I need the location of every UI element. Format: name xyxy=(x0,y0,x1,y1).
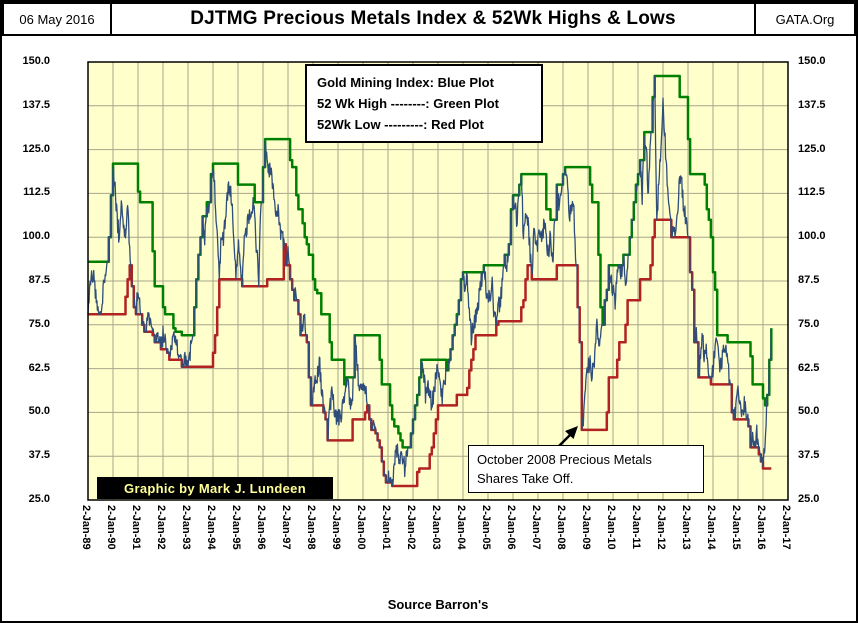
x-tick-label: 2-Jan-02 xyxy=(405,505,417,550)
x-tick-label: 2-Jan-99 xyxy=(330,505,342,550)
legend-line-high: 52 Wk High --------: Green Plot xyxy=(317,96,499,111)
y-tick-label: 75.0 xyxy=(28,317,50,330)
y-tick-label: 137.5 xyxy=(22,98,50,111)
date-label: 06 May 2016 xyxy=(2,2,112,36)
y-tick-label: 150.0 xyxy=(798,55,826,67)
x-tick-label: 2-Jan-91 xyxy=(130,505,142,550)
x-tick-label: 2-Jan-98 xyxy=(305,505,317,550)
y-tick-label: 125.0 xyxy=(22,142,50,155)
y-tick-label: 75.0 xyxy=(798,317,820,330)
x-tick-label: 2-Jan-03 xyxy=(430,505,442,550)
x-tick-label: 2-Jan-17 xyxy=(780,505,792,550)
annotation-arrow-head xyxy=(565,426,578,439)
y-tick-label: 87.5 xyxy=(798,274,820,286)
x-tick-label: 2-Jan-12 xyxy=(655,505,667,550)
x-tick-label: 2-Jan-01 xyxy=(380,505,392,550)
series-52wk-low xyxy=(88,218,772,488)
x-tick-label: 2-Jan-07 xyxy=(530,505,542,550)
legend-line-index: Gold Mining Index: Blue Plot xyxy=(317,75,494,90)
x-tick-label: 2-Jan-05 xyxy=(480,505,492,550)
y-tick-label: 37.5 xyxy=(28,449,50,462)
x-tick-label: 2-Jan-08 xyxy=(555,505,567,550)
x-tick-label: 2-Jan-15 xyxy=(730,505,742,550)
y-tick-label: 112.5 xyxy=(23,186,50,199)
series-gold-mining-index xyxy=(87,75,772,487)
x-tick-label: 2-Jan-90 xyxy=(105,505,117,550)
x-tick-label: 2-Jan-10 xyxy=(605,505,617,550)
series-52wk-high xyxy=(88,74,773,449)
x-tick-label: 2-Jan-93 xyxy=(180,505,192,550)
source-label: Source Barron's xyxy=(387,597,489,612)
x-tick-label: 2-Jan-00 xyxy=(355,505,367,550)
y-tick-label: 100.0 xyxy=(22,230,50,243)
y-tick-label: 37.5 xyxy=(798,449,820,462)
x-tick-label: 2-Jan-97 xyxy=(280,505,292,550)
credit-box: Graphic by Mark J. Lundeen xyxy=(97,477,333,499)
y-tick-label: 62.5 xyxy=(28,361,50,374)
x-tick-label: 2-Jan-11 xyxy=(630,505,642,550)
x-tick-label: 2-Jan-13 xyxy=(680,505,692,550)
x-tick-label: 2-Jan-09 xyxy=(580,505,592,550)
x-tick-label: 2-Jan-14 xyxy=(705,505,717,550)
y-tick-label: 100.0 xyxy=(798,230,826,243)
y-tick-label: 62.5 xyxy=(798,361,820,374)
y-tick-label: 87.5 xyxy=(28,274,50,286)
x-tick-label: 2-Jan-94 xyxy=(205,505,217,550)
x-tick-label: 2-Jan-04 xyxy=(455,505,467,550)
y-tick-label: 25.0 xyxy=(798,493,820,505)
y-tick-label: 50.0 xyxy=(798,405,820,418)
x-tick-label: 2-Jan-95 xyxy=(230,505,242,550)
x-tick-label: 2-Jan-06 xyxy=(505,505,517,550)
y-tick-label: 150.0 xyxy=(22,55,50,67)
legend-line-low: 52Wk Low ---------: Red Plot xyxy=(317,117,484,132)
x-tick-label: 2-Jan-92 xyxy=(155,505,167,550)
x-tick-label: 2-Jan-16 xyxy=(755,505,767,550)
y-tick-label: 50.0 xyxy=(28,405,50,418)
annotation-text-line2: Shares Take Off. xyxy=(477,471,574,486)
y-tick-label: 125.0 xyxy=(798,142,826,155)
page-title: DJTMG Precious Metals Index & 52Wk Highs… xyxy=(110,2,756,36)
annotation-box: October 2008 Precious Metals Shares Take… xyxy=(468,445,704,493)
y-tick-label: 112.5 xyxy=(798,186,825,199)
y-tick-label: 25.0 xyxy=(28,493,50,505)
y-tick-label: 137.5 xyxy=(798,98,826,111)
x-tick-label: 2-Jan-96 xyxy=(255,505,267,550)
gata-org-label: GATA.Org xyxy=(754,2,856,36)
plot-border xyxy=(87,61,789,501)
legend-box: Gold Mining Index: Blue Plot 52 Wk High … xyxy=(305,64,543,143)
annotation-text-line1: October 2008 Precious Metals xyxy=(477,452,652,467)
x-tick-label: 2-Jan-89 xyxy=(80,505,92,550)
